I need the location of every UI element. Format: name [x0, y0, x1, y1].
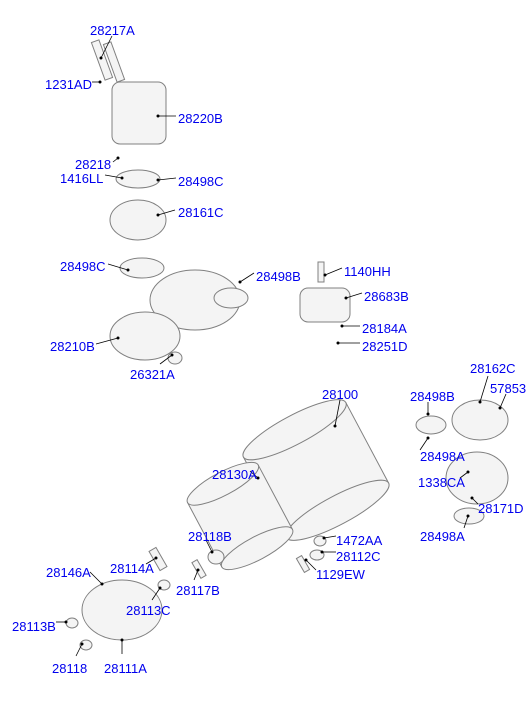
- part-label[interactable]: 28218: [75, 158, 111, 171]
- part-label[interactable]: 28117B: [176, 584, 220, 597]
- part-label[interactable]: 28162C: [470, 362, 516, 375]
- leader-endpoint: [155, 557, 158, 560]
- leader-line: [90, 572, 102, 584]
- bolt-1140: [318, 262, 324, 282]
- leader-endpoint: [121, 639, 124, 642]
- leader-line: [76, 644, 82, 656]
- leader-endpoint: [467, 515, 470, 518]
- part-label[interactable]: 28498B: [256, 270, 301, 283]
- leader-endpoint: [171, 354, 174, 357]
- leader-endpoint: [479, 401, 482, 404]
- leader-line: [324, 536, 336, 538]
- part-label[interactable]: 28498B: [410, 390, 455, 403]
- leader-endpoint: [321, 551, 324, 554]
- part-label[interactable]: 28146A: [46, 566, 91, 579]
- leader-endpoint: [345, 297, 348, 300]
- leader-endpoint: [81, 643, 84, 646]
- part-label[interactable]: 1129EW: [316, 568, 365, 581]
- leader-endpoint: [157, 179, 160, 182]
- diagram-canvas: 28217A 1231AD 28220B 282181416LL 28498C 28161…: [0, 0, 532, 727]
- part-label[interactable]: 28220B: [178, 112, 223, 125]
- part-label[interactable]: 28498A: [420, 530, 465, 543]
- part-label[interactable]: 28111A: [104, 662, 147, 675]
- leader-line: [325, 268, 342, 275]
- leader-endpoint: [197, 569, 200, 572]
- clamp-right-1: [416, 416, 446, 434]
- leader-endpoint: [427, 437, 430, 440]
- part-label[interactable]: 28210B: [50, 340, 95, 353]
- leader-endpoint: [99, 81, 102, 84]
- leader-endpoint: [121, 177, 124, 180]
- clip-28118b: [208, 550, 224, 564]
- part-label[interactable]: 28217A: [90, 24, 135, 37]
- part-label[interactable]: 28113B: [12, 620, 56, 633]
- leader-endpoint: [117, 157, 120, 160]
- part-label[interactable]: 1140HH: [344, 265, 391, 278]
- leader-endpoint: [100, 57, 103, 60]
- part-label[interactable]: 1338CA: [418, 476, 465, 489]
- part-label[interactable]: 28251D: [362, 340, 408, 353]
- part-label[interactable]: 57853: [490, 382, 526, 395]
- bracket: [300, 288, 350, 322]
- leader-endpoint: [323, 537, 326, 540]
- leader-endpoint: [157, 214, 160, 217]
- leader-endpoint: [324, 274, 327, 277]
- hose-upper: [110, 200, 166, 240]
- leader-endpoint: [127, 269, 130, 272]
- part-label[interactable]: 28130A: [212, 468, 257, 481]
- leader-line: [158, 178, 176, 180]
- part-label[interactable]: 26321A: [130, 368, 175, 381]
- part-label[interactable]: 28184A: [362, 322, 407, 335]
- leader-endpoint: [305, 559, 308, 562]
- leader-endpoint: [159, 587, 162, 590]
- leader-endpoint: [101, 583, 104, 586]
- leader-line: [194, 570, 198, 580]
- diagram-svg: [0, 0, 532, 727]
- part-label[interactable]: 1416LL: [60, 172, 103, 185]
- hose-right-1: [452, 400, 508, 440]
- part-label[interactable]: 28112C: [336, 550, 381, 563]
- clamp-498b: [214, 288, 248, 308]
- plug-26321: [168, 352, 182, 364]
- leader-line: [500, 394, 506, 408]
- leader-endpoint: [467, 471, 470, 474]
- leader-endpoint: [427, 413, 430, 416]
- leader-line: [480, 376, 488, 402]
- leader-endpoint: [157, 115, 160, 118]
- part-label[interactable]: 28498C: [178, 175, 224, 188]
- part-label[interactable]: 28118B: [188, 530, 232, 543]
- leader-endpoint: [239, 281, 242, 284]
- part-label[interactable]: 28498C: [60, 260, 106, 273]
- leader-endpoint: [499, 407, 502, 410]
- leader-endpoint: [337, 342, 340, 345]
- part-label[interactable]: 28498A: [420, 450, 465, 463]
- hose-lower: [110, 312, 180, 360]
- bolt-1129: [296, 556, 309, 573]
- part-label[interactable]: 28118: [52, 662, 87, 675]
- cover-shield: [112, 82, 166, 144]
- nut-28113b: [66, 618, 78, 628]
- part-label[interactable]: 28171D: [478, 502, 524, 515]
- leader-endpoint: [334, 425, 337, 428]
- part-label[interactable]: 28683B: [364, 290, 409, 303]
- part-label[interactable]: 28161C: [178, 206, 224, 219]
- leader-endpoint: [471, 497, 474, 500]
- part-label[interactable]: 28100: [322, 388, 358, 401]
- part-label[interactable]: 28114A: [110, 562, 154, 575]
- leader-line: [240, 273, 254, 282]
- leader-endpoint: [211, 551, 214, 554]
- clamp-mid: [120, 258, 164, 278]
- leader-endpoint: [341, 325, 344, 328]
- part-label[interactable]: 1231AD: [45, 78, 92, 91]
- leader-endpoint: [117, 337, 120, 340]
- leader-endpoint: [65, 621, 68, 624]
- part-label[interactable]: 1472AA: [336, 534, 382, 547]
- part-label[interactable]: 28113C: [126, 604, 171, 617]
